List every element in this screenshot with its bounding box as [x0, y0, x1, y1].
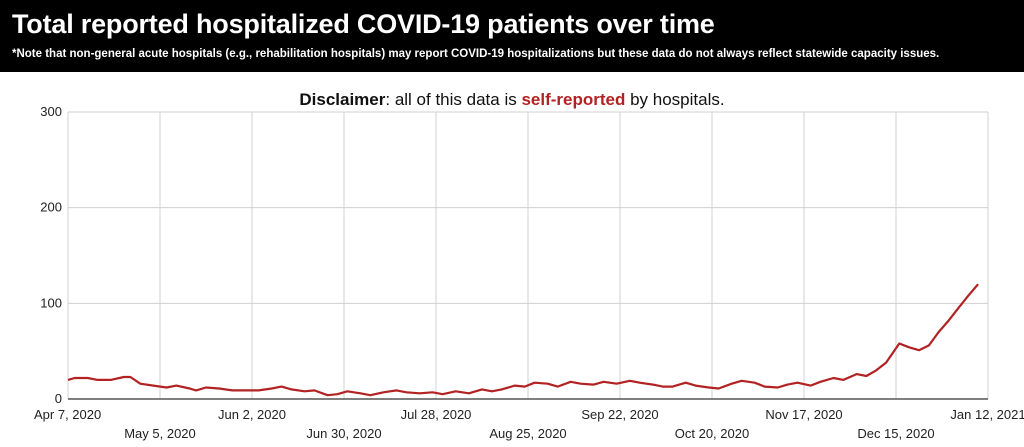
disclaimer-text-2: by hospitals. — [625, 90, 725, 109]
x-tick-label: Dec 15, 2020 — [857, 426, 934, 441]
y-tick-label: 0 — [55, 391, 62, 406]
x-tick-label: Jul 28, 2020 — [401, 407, 472, 422]
x-tick-label: Nov 17, 2020 — [765, 407, 842, 422]
x-tick-label: Jun 30, 2020 — [306, 426, 381, 441]
disclaimer: Disclaimer: all of this data is self-rep… — [0, 90, 1024, 110]
disclaimer-emphasis: self-reported — [521, 90, 626, 109]
x-tick-label: May 5, 2020 — [124, 426, 196, 441]
chart-note: *Note that non-general acute hospitals (… — [12, 48, 940, 60]
chart-header: Total reported hospitalized COVID-19 pat… — [0, 0, 1024, 72]
y-tick-label: 300 — [40, 104, 62, 119]
x-tick-label: Jan 12, 2021 — [950, 407, 1024, 422]
y-tick-label: 100 — [40, 295, 62, 310]
chart-title: Total reported hospitalized COVID-19 pat… — [12, 9, 715, 39]
series-line — [67, 283, 979, 397]
y-tick-label: 200 — [40, 200, 62, 215]
x-tick-label: Sep 22, 2020 — [581, 407, 658, 422]
x-tick-label: Apr 7, 2020 — [34, 407, 101, 422]
x-tick-label: Oct 20, 2020 — [675, 426, 749, 441]
disclaimer-label: Disclaimer — [299, 90, 386, 109]
x-tick-label: Aug 25, 2020 — [489, 426, 566, 441]
x-tick-label: Jun 2, 2020 — [218, 407, 286, 422]
disclaimer-text-1: : all of this data is — [385, 90, 522, 109]
